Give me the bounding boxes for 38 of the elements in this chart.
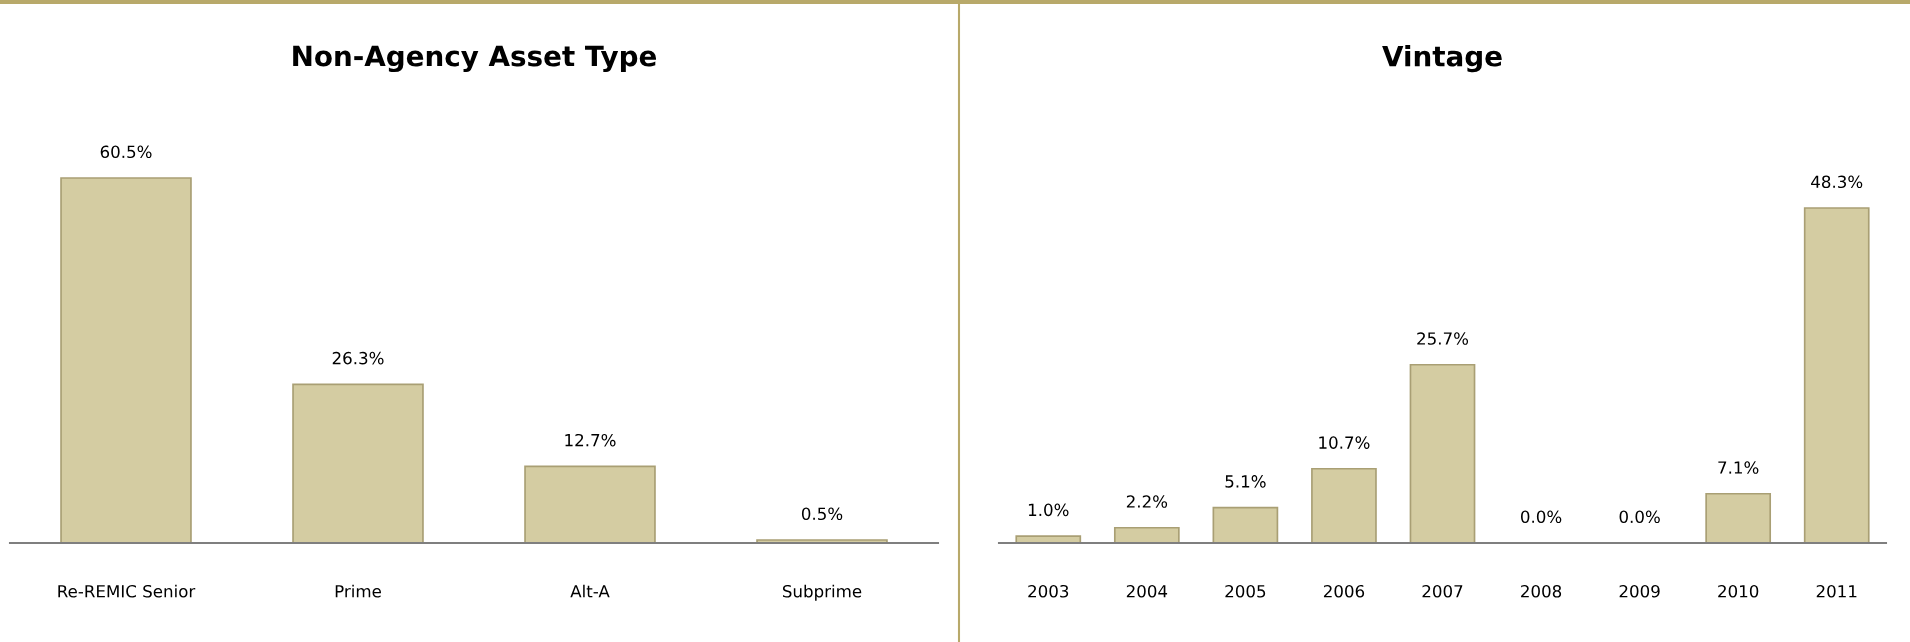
bar: [60, 177, 192, 543]
data-label: 0.5%: [801, 507, 843, 521]
data-label: 0.0%: [1520, 510, 1562, 524]
data-label: 12.7%: [565, 433, 616, 447]
data-label: 5.1%: [1225, 475, 1266, 488]
x-tick-label: 2003: [1028, 584, 1069, 598]
bar: [1015, 535, 1082, 543]
x-tick-label: 2004: [1126, 584, 1168, 598]
data-label: 48.3%: [1811, 175, 1863, 189]
data-label: 10.7%: [1319, 436, 1370, 449]
bar: [1212, 506, 1279, 543]
bar: [1803, 207, 1870, 543]
data-label: 25.7%: [1417, 332, 1469, 345]
x-tick-label: 2005: [1225, 584, 1266, 598]
x-tick-label: 2009: [1619, 584, 1660, 598]
x-tick-label: Prime: [335, 584, 381, 598]
bar: [1705, 492, 1772, 543]
bar: [524, 465, 656, 543]
x-tick-label: 2011: [1816, 584, 1857, 598]
x-tick-label: Re-REMIC Senior: [58, 584, 196, 598]
x-tick-label: Alt-A: [570, 584, 610, 598]
bar: [1409, 363, 1476, 543]
bar: [292, 383, 424, 543]
data-label: 26.3%: [332, 351, 384, 365]
data-label: 2.2%: [1126, 495, 1168, 508]
x-tick-label: 2010: [1718, 584, 1759, 598]
data-label: 60.5%: [100, 145, 152, 159]
chart-title: Non-Agency Asset Type: [293, 45, 657, 73]
bar: [1113, 526, 1180, 543]
x-tick-label: Subprime: [782, 584, 862, 601]
data-label: 7.1%: [1718, 461, 1759, 474]
x-tick-label: 2006: [1323, 584, 1365, 598]
x-tick-label: 2007: [1422, 584, 1463, 598]
x-tick-label: 2008: [1521, 584, 1562, 598]
data-label: 0.0%: [1619, 510, 1660, 524]
chart-title: Vintage: [1382, 45, 1502, 73]
bar: [1311, 467, 1377, 543]
data-label: 1.0%: [1028, 503, 1069, 517]
